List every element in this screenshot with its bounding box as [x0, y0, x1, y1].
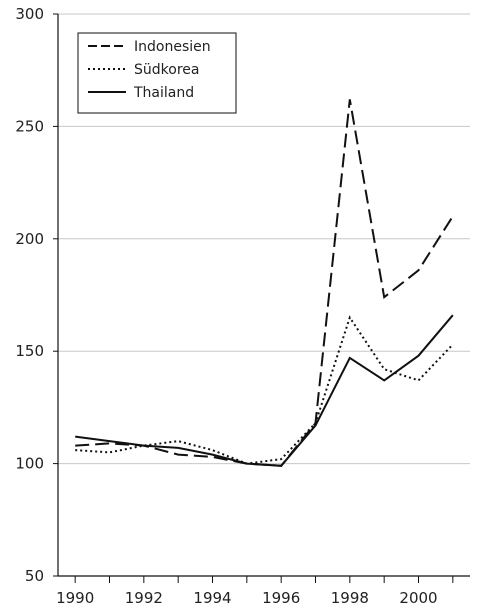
x-tick-label: 1998	[331, 589, 369, 607]
x-tick-label: 2000	[399, 589, 437, 607]
x-tick-label: 1990	[56, 589, 94, 607]
y-tick-label: 100	[15, 455, 44, 473]
axes: 50 100 150 200 250 300 1990 1992 1994 1996 1998 200…	[15, 5, 470, 607]
series-line-indonesien	[75, 99, 454, 467]
series-line-südkorea	[75, 315, 454, 465]
legend-label: Indonesien	[134, 39, 211, 55]
grid-lines	[58, 13, 470, 465]
y-tick-label: 300	[15, 5, 44, 23]
legend-label: Thailand	[133, 85, 194, 101]
y-tick-label: 250	[15, 117, 44, 135]
y-tick-label: 150	[15, 342, 44, 360]
x-tick-label: 1992	[125, 589, 163, 607]
legend: Indonesien Südkorea Thailand	[77, 32, 237, 114]
x-tick-label: 1996	[262, 589, 300, 607]
series-layer	[75, 99, 454, 467]
x-tick-label: 1994	[193, 589, 231, 607]
legend-label: Südkorea	[134, 62, 199, 78]
y-tick-label: 50	[25, 567, 44, 585]
y-tick-label: 200	[15, 230, 44, 248]
series-line-thailand	[75, 314, 454, 467]
